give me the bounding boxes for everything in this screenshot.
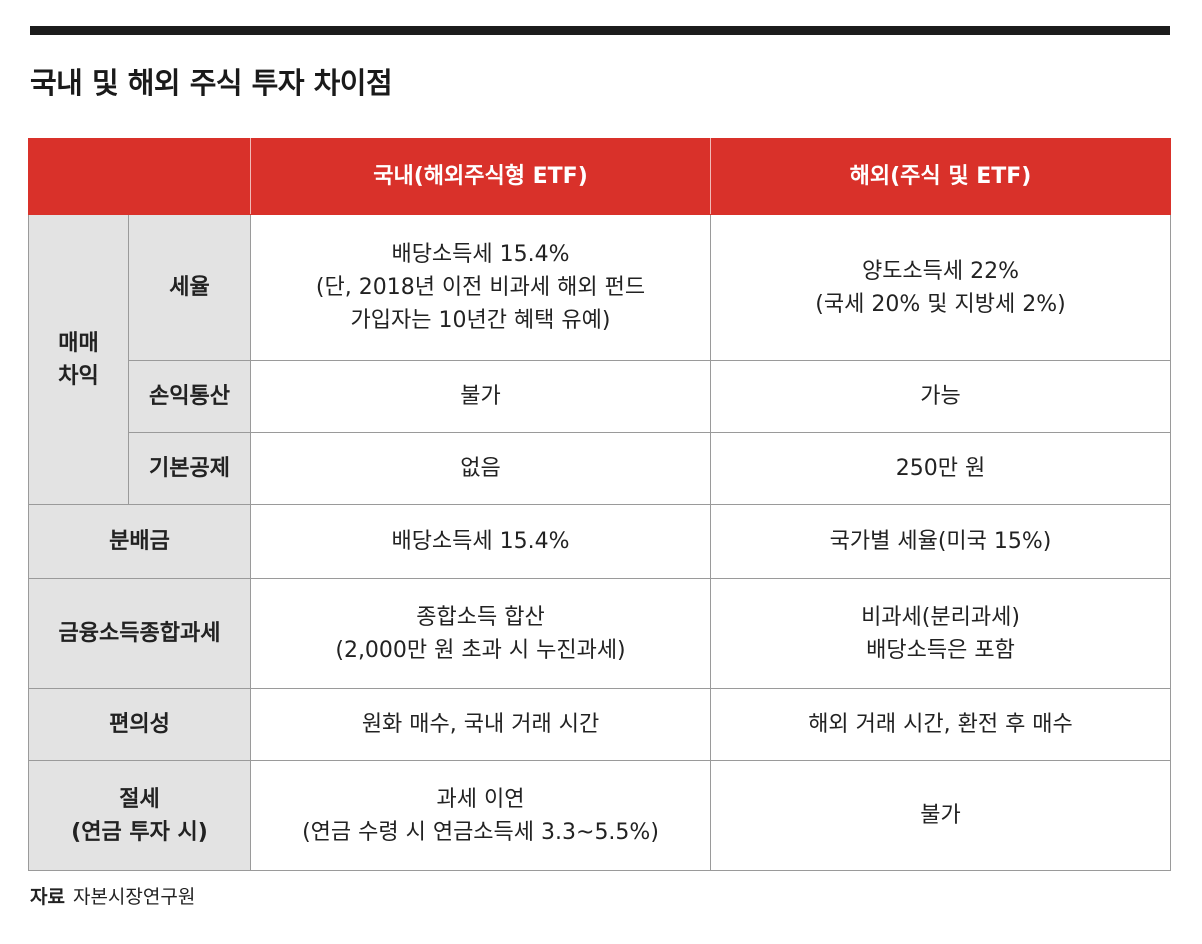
row-label: 세율 bbox=[128, 214, 251, 361]
overseas-cell: 불가 bbox=[710, 760, 1171, 871]
group-label-trading-gain: 매매 차익 bbox=[28, 214, 129, 505]
overseas-cell: 양도소득세 22% (국세 20% 및 지방세 2%) bbox=[710, 214, 1171, 361]
domestic-cell: 원화 매수, 국내 거래 시간 bbox=[250, 688, 711, 761]
table-header-row: 국내(해외주식형 ETF) 해외(주식 및 ETF) bbox=[28, 138, 1171, 215]
overseas-cell: 해외 거래 시간, 환전 후 매수 bbox=[710, 688, 1171, 761]
source-text: 자본시장연구원 bbox=[72, 886, 196, 908]
table-row: 손익통산 불가 가능 bbox=[29, 360, 1171, 433]
domestic-cell: 배당소득세 15.4% bbox=[250, 504, 711, 579]
row-label: 분배금 bbox=[28, 504, 251, 579]
row-label: 손익통산 bbox=[128, 360, 251, 433]
comparison-table: 국내(해외주식형 ETF) 해외(주식 및 ETF) 매매 차익 세율 배당소득… bbox=[28, 138, 1171, 871]
source-note: 자료 자본시장연구원 bbox=[30, 882, 195, 909]
domestic-cell: 과세 이연 (연금 수령 시 연금소득세 3.3~5.5%) bbox=[250, 760, 711, 871]
source-label: 자료 bbox=[30, 886, 65, 908]
overseas-cell: 가능 bbox=[710, 360, 1171, 433]
domestic-cell: 종합소득 합산 (2,000만 원 초과 시 누진과세) bbox=[250, 578, 711, 689]
table-row: 분배금 배당소득세 15.4% 국가별 세율(미국 15%) bbox=[28, 504, 1171, 579]
overseas-cell: 비과세(분리과세) 배당소득은 포함 bbox=[710, 578, 1171, 689]
table-row: 금융소득종합과세 종합소득 합산 (2,000만 원 초과 시 누진과세) 비과… bbox=[28, 578, 1171, 689]
table-row: 절세 (연금 투자 시) 과세 이연 (연금 수령 시 연금소득세 3.3~5.… bbox=[28, 760, 1171, 871]
domestic-cell: 없음 bbox=[250, 432, 711, 505]
overseas-cell: 250만 원 bbox=[710, 432, 1171, 505]
table-row: 매매 차익 세율 배당소득세 15.4% (단, 2018년 이전 비과세 해외… bbox=[28, 214, 1171, 505]
domestic-cell: 불가 bbox=[250, 360, 711, 433]
domestic-cell: 배당소득세 15.4% (단, 2018년 이전 비과세 해외 펀드 가입자는 … bbox=[250, 214, 711, 361]
header-domestic: 국내(해외주식형 ETF) bbox=[250, 138, 711, 215]
header-empty-cell bbox=[28, 138, 251, 215]
table-row: 편의성 원화 매수, 국내 거래 시간 해외 거래 시간, 환전 후 매수 bbox=[28, 688, 1171, 761]
row-label: 절세 (연금 투자 시) bbox=[28, 760, 251, 871]
top-rule bbox=[30, 26, 1170, 35]
row-label: 편의성 bbox=[28, 688, 251, 761]
row-label: 기본공제 bbox=[128, 432, 251, 505]
header-overseas: 해외(주식 및 ETF) bbox=[710, 138, 1171, 215]
page-title: 국내 및 해외 주식 투자 차이점 bbox=[30, 66, 393, 100]
row-label: 금융소득종합과세 bbox=[28, 578, 251, 689]
overseas-cell: 국가별 세율(미국 15%) bbox=[710, 504, 1171, 579]
table-row: 기본공제 없음 250만 원 bbox=[29, 432, 1171, 505]
